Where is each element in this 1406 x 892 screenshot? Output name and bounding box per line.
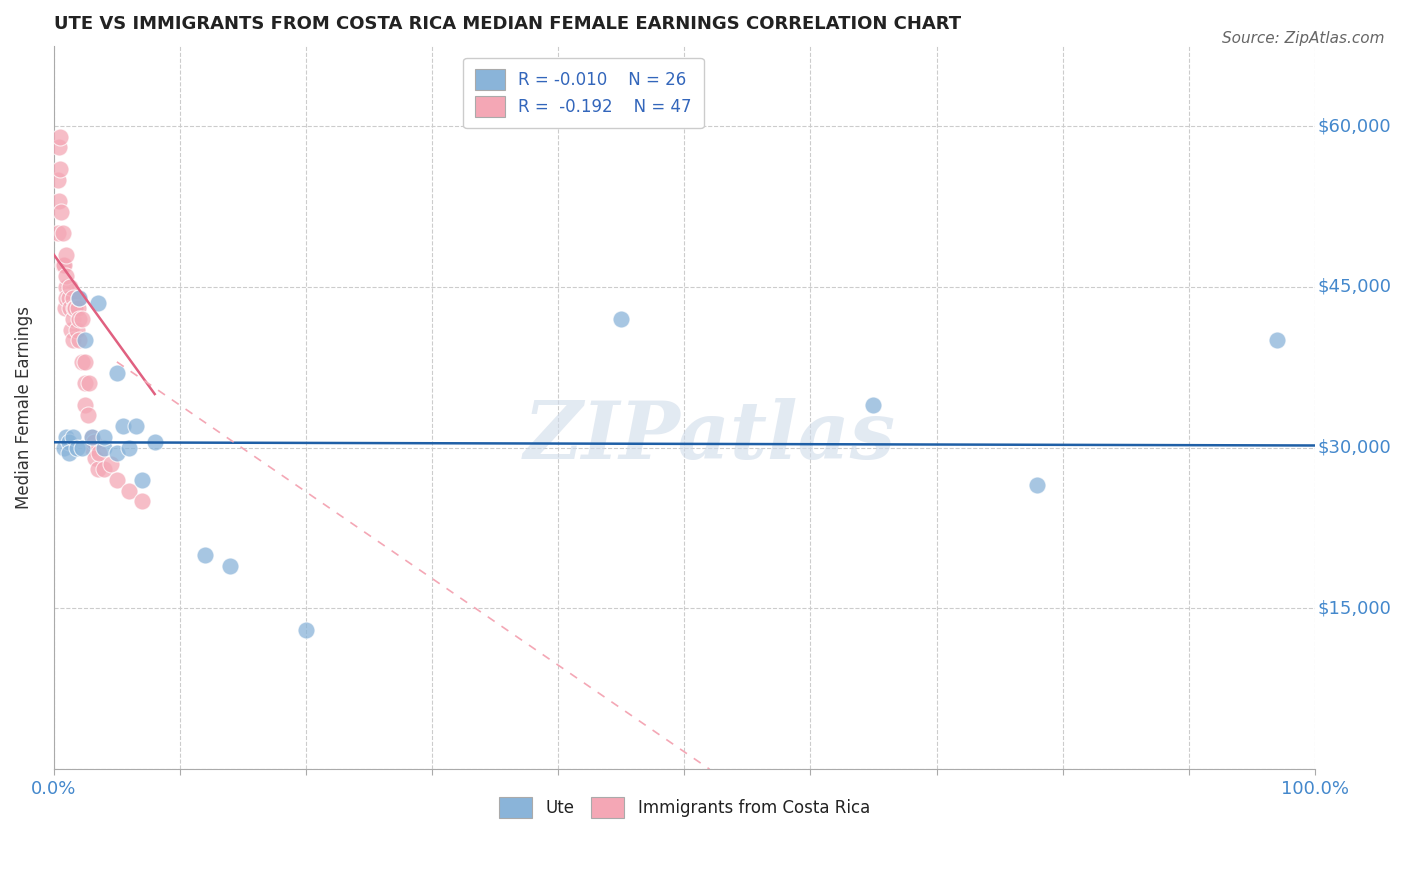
Point — [93, 462, 115, 476]
Point — [55, 280, 77, 294]
Point — [105, 473, 128, 487]
Text: $45,000: $45,000 — [1317, 277, 1392, 296]
Legend: Ute, Immigrants from Costa Rica: Ute, Immigrants from Costa Rica — [491, 789, 879, 826]
Point — [1265, 334, 1288, 348]
Point — [67, 291, 90, 305]
Point — [48, 140, 70, 154]
Text: ZIPatlas: ZIPatlas — [523, 398, 896, 475]
Text: Source: ZipAtlas.com: Source: ZipAtlas.com — [1222, 31, 1385, 46]
Point — [75, 376, 97, 391]
Point — [118, 441, 141, 455]
Point — [89, 446, 111, 460]
Point — [87, 296, 110, 310]
Point — [67, 312, 90, 326]
Point — [75, 334, 97, 348]
Point — [610, 312, 633, 326]
Point — [62, 334, 84, 348]
Text: $60,000: $60,000 — [1317, 117, 1391, 135]
Point — [131, 473, 153, 487]
Point — [63, 301, 86, 316]
Point — [194, 548, 217, 562]
Point — [83, 435, 105, 450]
Point — [80, 430, 103, 444]
Point — [55, 248, 77, 262]
Point — [58, 435, 80, 450]
Point — [70, 312, 93, 326]
Text: $30,000: $30,000 — [1317, 439, 1391, 457]
Point — [58, 446, 80, 460]
Point — [70, 441, 93, 455]
Point — [55, 269, 77, 284]
Point — [93, 441, 115, 455]
Point — [105, 366, 128, 380]
Point — [49, 161, 72, 176]
Point — [55, 291, 77, 305]
Point — [93, 430, 115, 444]
Point — [52, 441, 75, 455]
Point — [65, 441, 87, 455]
Point — [65, 301, 87, 316]
Point — [143, 435, 166, 450]
Text: UTE VS IMMIGRANTS FROM COSTA RICA MEDIAN FEMALE EARNINGS CORRELATION CHART: UTE VS IMMIGRANTS FROM COSTA RICA MEDIAN… — [53, 15, 960, 33]
Point — [105, 446, 128, 460]
Point — [59, 280, 82, 294]
Point — [53, 301, 76, 316]
Text: $15,000: $15,000 — [1317, 599, 1391, 617]
Point — [46, 226, 69, 240]
Point — [46, 172, 69, 186]
Point — [112, 419, 135, 434]
Point — [84, 451, 107, 466]
Point — [125, 419, 148, 434]
Point — [77, 376, 100, 391]
Point — [131, 494, 153, 508]
Point — [60, 323, 83, 337]
Point — [75, 355, 97, 369]
Point — [1026, 478, 1049, 492]
Point — [70, 355, 93, 369]
Point — [862, 398, 884, 412]
Point — [62, 312, 84, 326]
Point — [75, 398, 97, 412]
Point — [87, 462, 110, 476]
Point — [80, 430, 103, 444]
Point — [67, 291, 90, 305]
Point — [62, 291, 84, 305]
Point — [219, 558, 242, 573]
Point — [55, 430, 77, 444]
Point — [67, 334, 90, 348]
Point — [51, 204, 73, 219]
Point — [59, 301, 82, 316]
Point — [80, 441, 103, 455]
Point — [118, 483, 141, 498]
Point — [66, 301, 89, 316]
Point — [49, 129, 72, 144]
Point — [65, 323, 87, 337]
Point — [77, 409, 100, 423]
Point — [52, 226, 75, 240]
Point — [52, 259, 75, 273]
Point — [295, 623, 318, 637]
Point — [52, 259, 75, 273]
Point — [48, 194, 70, 208]
Point — [100, 457, 122, 471]
Y-axis label: Median Female Earnings: Median Female Earnings — [15, 306, 32, 509]
Point — [58, 291, 80, 305]
Point — [62, 430, 84, 444]
